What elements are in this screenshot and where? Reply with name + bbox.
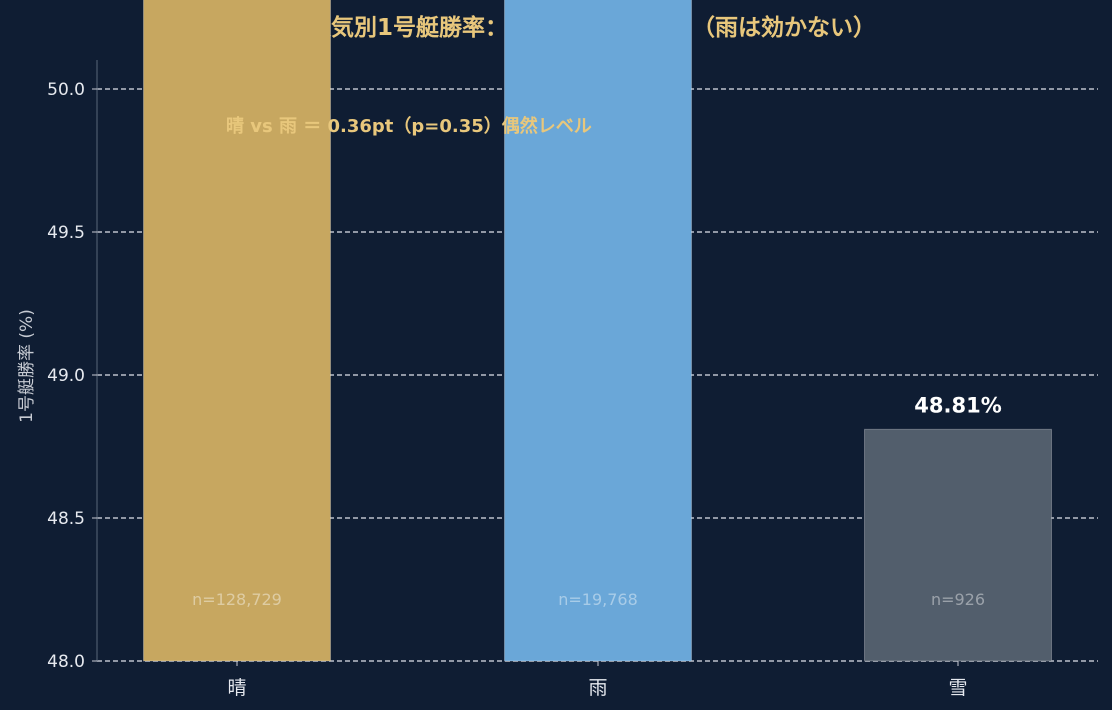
bar-sample-size-label: n=926: [931, 590, 985, 609]
y-tick-label: 48.5: [47, 509, 85, 529]
y-axis-label: 1号艇勝率 (%): [17, 309, 37, 423]
category-labels: 晴雨雪: [227, 661, 968, 699]
y-tick-label: 49.0: [47, 366, 85, 386]
bars: [143, 0, 1052, 662]
bar-value-label: 48.81%: [914, 393, 1001, 417]
y-tick-label: 48.0: [47, 652, 85, 672]
chart-annotation: 晴 vs 雨 ＝ 0.36pt（p=0.35）偶然レベル: [226, 115, 592, 137]
y-tick-labels: 48.048.549.049.550.050.551.051.552.0: [47, 80, 97, 672]
y-tick-label: 50.0: [47, 80, 85, 100]
bar: [504, 0, 692, 662]
y-tick-label: 49.5: [47, 223, 85, 243]
bar-sample-size-label: n=128,729: [192, 590, 282, 609]
bar: [864, 428, 1052, 662]
x-category-label: 晴: [227, 677, 246, 699]
bar-sample-size-label: n=19,768: [558, 590, 638, 609]
bar: [143, 0, 331, 662]
x-category-label: 雨: [588, 677, 607, 699]
x-category-label: 雪: [948, 677, 967, 699]
